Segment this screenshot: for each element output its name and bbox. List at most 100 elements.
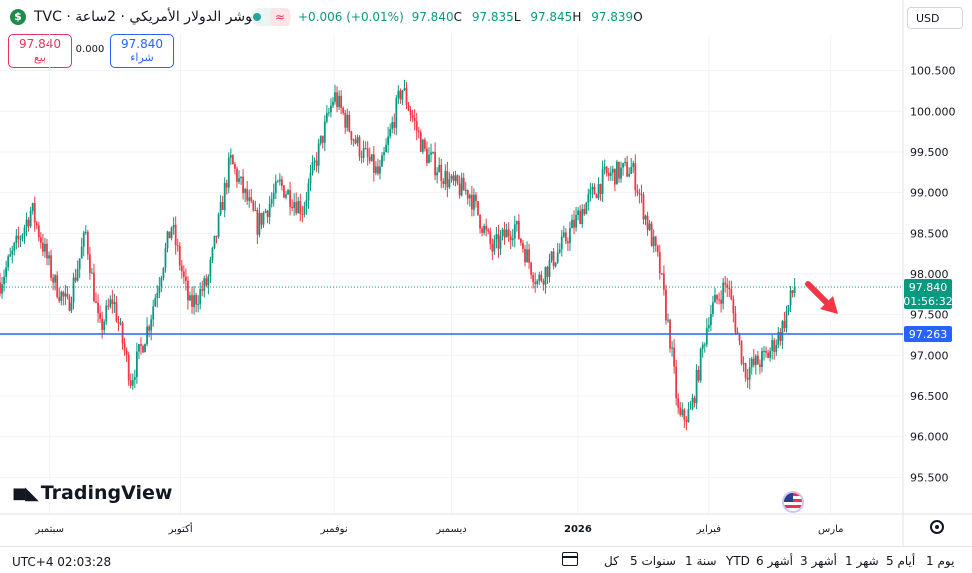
candle-body — [618, 161, 620, 179]
candle-body — [189, 295, 191, 301]
candle-body — [336, 92, 338, 107]
candle-body — [311, 162, 314, 173]
candle-body — [709, 313, 712, 326]
candle-body — [207, 276, 210, 286]
buy-button[interactable]: 97.840 شراء — [110, 34, 174, 68]
candle-body — [444, 170, 447, 185]
calendar-icon[interactable] — [562, 552, 578, 566]
candle-body — [411, 115, 414, 118]
candle-body — [744, 363, 747, 378]
candle-body — [332, 101, 334, 106]
candle-body — [448, 179, 451, 188]
candle-body — [127, 354, 130, 381]
candle-body — [95, 301, 97, 303]
candle-body — [497, 234, 500, 249]
candle-body — [660, 273, 663, 275]
range-6m[interactable]: أشهر 6 — [756, 554, 793, 568]
range-3m[interactable]: أشهر 3 — [800, 554, 837, 568]
tradingview-logo[interactable]: ◼◣ TradingView — [12, 482, 172, 504]
candle-body — [52, 277, 55, 283]
gear-icon[interactable] — [930, 520, 944, 534]
candle-body — [88, 254, 91, 274]
candle-body — [285, 194, 287, 198]
candle-body — [191, 295, 193, 307]
candle-body — [652, 236, 655, 247]
candle-body — [675, 366, 678, 399]
candle-body — [634, 163, 637, 191]
x-tick-label: سبتمبر — [34, 524, 64, 535]
candle-body — [381, 155, 383, 167]
range-all[interactable]: كل — [604, 554, 619, 568]
candle-body — [138, 344, 140, 352]
candle-body — [577, 210, 580, 216]
candle-body — [268, 203, 271, 218]
high-value: 97.845 — [530, 10, 573, 24]
candle-body — [703, 344, 706, 346]
candle-body — [295, 202, 298, 214]
candle-body — [44, 243, 46, 252]
candle-body — [450, 175, 453, 180]
candle-body — [705, 327, 708, 345]
candle-body — [754, 355, 757, 365]
candle-body — [23, 227, 26, 235]
candle-body — [544, 266, 547, 285]
currency-selector[interactable]: USD — [907, 7, 963, 29]
candle-body — [646, 215, 649, 230]
candle-body — [203, 278, 206, 291]
candle-body — [740, 340, 743, 364]
candle-body — [564, 232, 567, 242]
candle-body — [415, 121, 418, 131]
candle-body — [695, 369, 698, 403]
candle-body — [566, 241, 569, 244]
range-ytd[interactable]: YTD — [726, 554, 750, 568]
candle-body — [452, 175, 455, 181]
sell-button[interactable]: 97.840 بيع — [8, 34, 72, 68]
candle-body — [426, 148, 428, 164]
candle-body — [511, 238, 514, 241]
candle-body — [366, 148, 369, 157]
candle-body — [368, 156, 371, 161]
candle-body — [15, 235, 18, 243]
candle-body — [25, 219, 28, 228]
us-flag-icon[interactable] — [782, 491, 804, 513]
candle-body — [423, 139, 426, 149]
candle-body — [597, 183, 600, 199]
range-1d[interactable]: يوم 1 — [926, 554, 955, 568]
price-chart[interactable]: 100.500100.00099.50099.00098.50098.00097… — [0, 0, 972, 546]
candle-body — [325, 112, 328, 122]
candle-body — [499, 235, 502, 249]
dollar-icon[interactable]: $ — [10, 9, 26, 25]
candle-body — [475, 194, 477, 202]
close-value: 97.840 — [411, 10, 454, 24]
candle-body — [417, 130, 420, 133]
candle-body — [605, 166, 608, 174]
candle-body — [62, 291, 65, 297]
candle-body — [405, 88, 408, 105]
range-1m[interactable]: شهر 1 — [845, 554, 879, 568]
arrow-head-icon — [820, 296, 838, 314]
candle-body — [419, 132, 422, 152]
candle-body — [489, 231, 492, 244]
range-5d[interactable]: أيام 5 — [886, 554, 916, 568]
candle-body — [144, 344, 146, 353]
candle-body — [528, 249, 530, 263]
timezone-clock[interactable]: UTC+4 02:03:28 — [12, 555, 112, 569]
range-1y[interactable]: سنة 1 — [685, 554, 717, 568]
candle-body — [558, 249, 561, 253]
candle-body — [507, 229, 510, 237]
candle-body — [442, 180, 445, 185]
candle-body — [503, 229, 506, 238]
candle-body — [60, 291, 63, 301]
candle-body — [522, 242, 524, 249]
candle-body — [360, 156, 363, 158]
candle-body — [299, 201, 302, 214]
wave-icon[interactable]: ≈ — [270, 8, 290, 26]
candle-body — [546, 266, 549, 277]
candle-body — [350, 131, 353, 141]
last-price-label: 97.840 — [909, 281, 948, 294]
range-5y[interactable]: سنوات 5 — [630, 554, 676, 568]
symbol-title[interactable]: موشر الدولار الأمريكي · 2ساعة · TVC — [34, 9, 260, 25]
candle-body — [234, 164, 236, 169]
candle-body — [399, 90, 402, 100]
candle-body — [307, 183, 310, 201]
